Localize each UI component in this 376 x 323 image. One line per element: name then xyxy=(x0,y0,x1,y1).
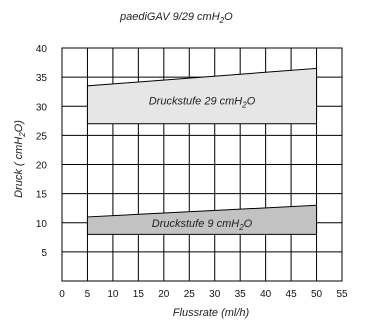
chart-title: paediGAV 9/29 cmH2O xyxy=(119,11,233,25)
y-tick-label: 35 xyxy=(36,73,48,84)
x-tick-label: 45 xyxy=(286,289,298,300)
x-tick-label: 0 xyxy=(59,289,65,300)
x-tick-label: 30 xyxy=(209,289,221,300)
y-tick-label: 10 xyxy=(36,219,48,230)
band-label-1: Druckstufe 9 cmH2O xyxy=(152,218,253,232)
x-tick-label: 55 xyxy=(336,289,348,300)
y-tick-label: 30 xyxy=(36,102,48,113)
x-tick-label: 40 xyxy=(260,289,272,300)
x-axis-label: Flussrate (ml/h) xyxy=(173,307,250,319)
y-tick-label: 25 xyxy=(36,131,48,142)
x-tick-label: 25 xyxy=(184,289,196,300)
band-label-0: Druckstufe 29 cmH2O xyxy=(149,95,256,109)
x-tick-label: 5 xyxy=(85,289,91,300)
x-tick-label: 20 xyxy=(158,289,170,300)
axes xyxy=(61,47,343,282)
x-tick-label: 35 xyxy=(235,289,247,300)
y-tick-label: 15 xyxy=(36,190,48,201)
y-tick-label: 40 xyxy=(36,44,48,55)
bands: Druckstufe 29 cmH2O Druckstufe 9 cmH2O xyxy=(86,67,318,235)
x-tick-label: 15 xyxy=(133,289,145,300)
y-tick-label: 5 xyxy=(41,248,47,259)
plot-frame xyxy=(61,47,343,282)
x-tick-label: 10 xyxy=(107,289,119,300)
band-0 xyxy=(86,67,318,125)
band-1 xyxy=(86,204,318,235)
y-axis-label: Druck ( cmH2O) xyxy=(13,120,27,198)
y-tick-label: 20 xyxy=(36,161,48,172)
x-tick-label: 50 xyxy=(311,289,323,300)
